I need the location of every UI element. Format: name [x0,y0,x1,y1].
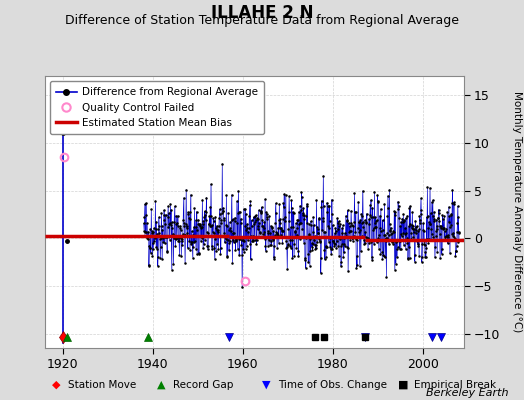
Text: Station Move: Station Move [68,380,136,390]
Text: ▼: ▼ [262,380,270,390]
Y-axis label: Monthly Temperature Anomaly Difference (°C): Monthly Temperature Anomaly Difference (… [511,91,522,333]
Legend: Difference from Regional Average, Quality Control Failed, Estimated Station Mean: Difference from Regional Average, Qualit… [50,81,264,134]
Text: ■: ■ [398,380,409,390]
Text: ▲: ▲ [157,380,166,390]
Text: Berkeley Earth: Berkeley Earth [426,388,508,398]
Text: Record Gap: Record Gap [173,380,233,390]
Text: Time of Obs. Change: Time of Obs. Change [278,380,387,390]
Text: ILLAHE 2 N: ILLAHE 2 N [211,4,313,22]
Text: Empirical Break: Empirical Break [414,380,496,390]
Text: ◆: ◆ [52,380,61,390]
Text: Difference of Station Temperature Data from Regional Average: Difference of Station Temperature Data f… [65,14,459,27]
